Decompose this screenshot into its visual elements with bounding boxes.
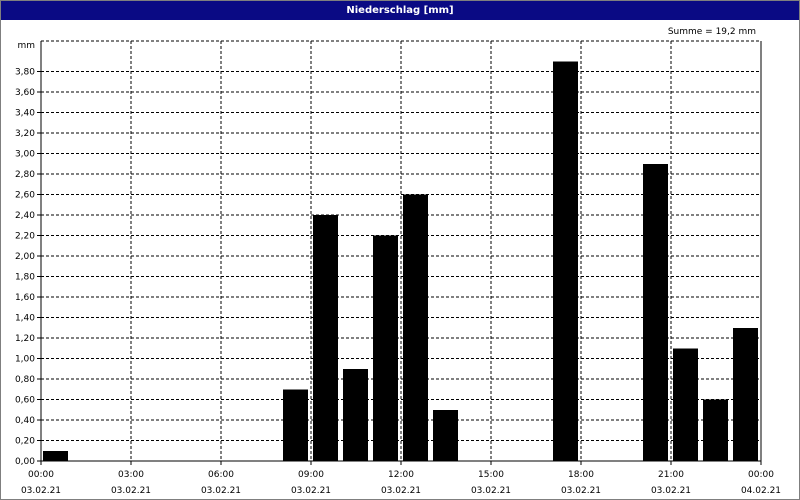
- y-tick-label: 3,80: [15, 68, 35, 78]
- x-tick-date-label: 03.02.21: [381, 486, 421, 496]
- x-tick-time-label: 00:00: [748, 470, 774, 480]
- bars: [43, 61, 758, 462]
- y-tick-label: 1,40: [15, 314, 35, 324]
- x-tick-date-label: 03.02.21: [201, 486, 241, 496]
- y-tick-label: 2,40: [15, 211, 35, 221]
- x-tick-date-label: 03.02.21: [21, 486, 61, 496]
- bar: [343, 368, 368, 461]
- x-tick-time-label: 18:00: [568, 470, 594, 480]
- x-tick-date-label: 03.02.21: [111, 486, 151, 496]
- x-tick-date-label: 03.02.21: [471, 486, 511, 496]
- x-tick-date-label: 03.02.21: [561, 486, 601, 496]
- x-tick-time-label: 12:00: [388, 470, 414, 480]
- y-tick-label: 3,00: [15, 150, 35, 160]
- labels: 0,00 0,20 0,40 0,60 0,80 1,00 1,20 1,40 1,60 1,80…: [15, 27, 781, 496]
- y-tick-label: 0,20: [15, 437, 35, 447]
- y-tick-label: 0,80: [15, 375, 35, 385]
- bar: [733, 327, 758, 461]
- y-tick-label: 1,60: [15, 293, 35, 303]
- grid: [41, 40, 761, 461]
- y-tick-label: 1,00: [15, 355, 35, 365]
- bar: [283, 389, 308, 461]
- y-tick-label: 2,00: [15, 252, 35, 262]
- bar: [673, 348, 698, 461]
- x-tick-time-label: 21:00: [658, 470, 684, 480]
- y-tick-label: 0,60: [15, 396, 35, 406]
- x-tick-date-label: 03.02.21: [291, 486, 331, 496]
- y-tick-label: 0,40: [15, 416, 35, 426]
- bar: [313, 215, 338, 461]
- precipitation-chart: 0,00 0,20 0,40 0,60 0,80 1,00 1,20 1,40 1,60 1,80…: [15, 27, 781, 496]
- y-tick-label: 3,60: [15, 88, 35, 98]
- y-tick-label: 2,20: [15, 232, 35, 242]
- bar: [433, 409, 458, 461]
- y-axis-label: mm: [17, 41, 35, 51]
- y-tick-label: 2,60: [15, 191, 35, 201]
- y-tick-label: 3,40: [15, 109, 35, 119]
- window-title: Niederschlag [mm]: [1, 1, 799, 20]
- bar: [373, 235, 398, 461]
- y-tick-label: 1,20: [15, 334, 35, 344]
- x-tick-time-label: 09:00: [298, 470, 324, 480]
- x-tick-date-label: 04.02.21: [741, 486, 781, 496]
- x-tick-time-label: 00:00: [28, 470, 54, 480]
- bar: [553, 61, 578, 462]
- bar: [403, 194, 428, 461]
- bar: [643, 163, 668, 462]
- x-tick-date-label: 03.02.21: [651, 486, 691, 496]
- x-tick-time-label: 15:00: [478, 470, 504, 480]
- bar: [43, 450, 68, 461]
- x-tick-time-label: 03:00: [118, 470, 144, 480]
- sum-label: Summe = 19,2 mm: [668, 27, 756, 37]
- y-tick-label: 1,80: [15, 273, 35, 283]
- y-tick-label: 3,20: [15, 129, 35, 139]
- x-tick-time-label: 06:00: [208, 470, 234, 480]
- y-tick-label: 2,80: [15, 170, 35, 180]
- axes: [37, 41, 762, 465]
- bar: [703, 399, 728, 461]
- y-tick-label: 0,00: [15, 457, 35, 467]
